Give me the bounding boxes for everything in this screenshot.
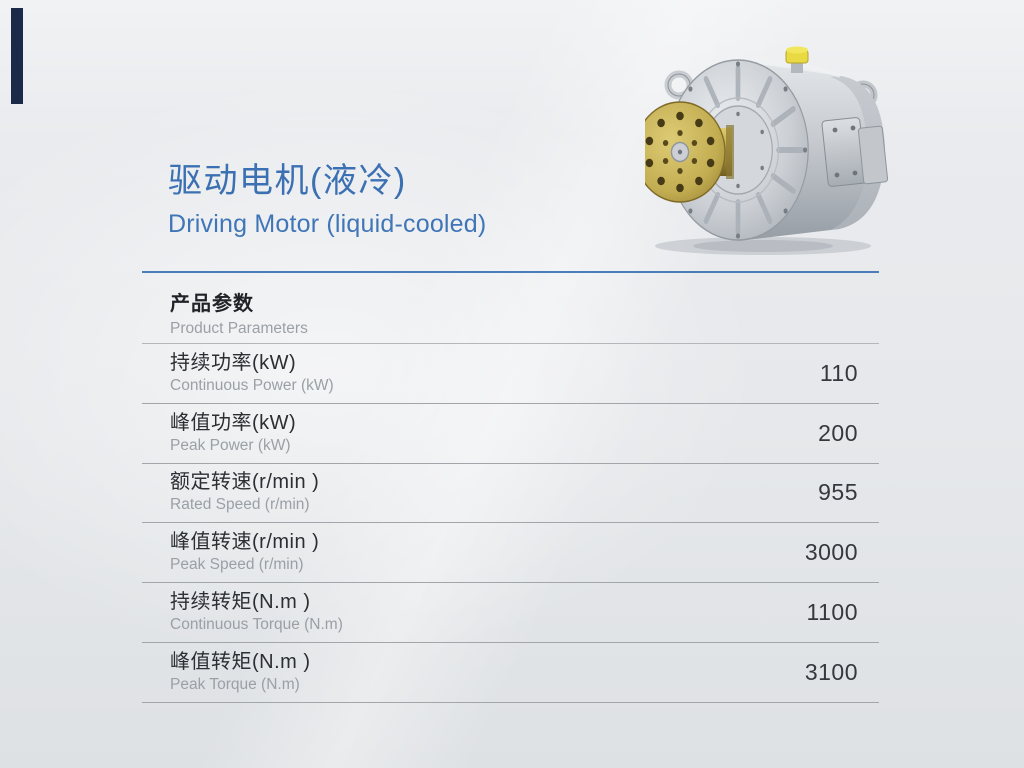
page-title-en: Driving Motor (liquid-cooled) [168, 209, 487, 238]
spec-label-zh: 峰值转速(r/min ) [170, 531, 320, 554]
spec-value: 955 [818, 479, 858, 506]
spec-label-zh: 峰值功率(kW) [170, 411, 297, 434]
spec-label-en: Rated Speed (r/min) [170, 496, 310, 514]
table-header-en: Product Parameters [170, 320, 308, 337]
spec-row: 持续转矩(N.m ) Continuous Torque (N.m) 1100 [142, 583, 879, 643]
vent-cap-icon [785, 46, 809, 73]
table-top-rule [142, 271, 879, 273]
spec-row: 额定转速(r/min ) Rated Speed (r/min) 955 [142, 464, 879, 524]
spec-label-en: Continuous Torque (N.m) [170, 616, 343, 634]
spec-label-zh: 持续转矩(N.m ) [170, 591, 311, 614]
spec-labels: 峰值功率(kW) Peak Power (kW) [170, 412, 296, 455]
page-title-zh: 驱动电机(液冷) [168, 162, 407, 200]
spec-label-en: Peak Speed (r/min) [170, 556, 304, 574]
spec-labels: 峰值转速(r/min ) Peak Speed (r/min) [170, 531, 319, 574]
mounting-pads [821, 117, 889, 187]
spec-value: 3100 [804, 658, 858, 685]
spec-row: 峰值功率(kW) Peak Power (kW) 200 [142, 404, 879, 464]
spec-label-zh: 额定转速(r/min ) [170, 471, 320, 494]
spec-value: 200 [818, 419, 858, 446]
product-photo-motor [634, 33, 897, 261]
shaft-hub-edge [726, 125, 734, 179]
spec-label-en: Peak Power (kW) [170, 436, 291, 454]
spec-labels: 额定转速(r/min ) Rated Speed (r/min) [170, 471, 319, 514]
spec-value: 110 [819, 359, 858, 386]
page-edge-accent-bar [11, 8, 23, 104]
motor-shadow-core [693, 240, 833, 252]
motor-shadow [655, 237, 871, 255]
spec-label-zh: 峰值转矩(N.m ) [170, 650, 311, 673]
spec-row: 峰值转矩(N.m ) Peak Torque (N.m) 3100 [142, 643, 879, 703]
spec-label-en: Peak Torque (N.m) [170, 675, 300, 693]
spec-value: 3000 [804, 539, 858, 566]
spec-rows: 持续功率(kW) Continuous Power (kW) 110 峰值功率(… [142, 344, 879, 703]
table-header-zh: 产品参数 [170, 293, 254, 315]
motor-illustration [634, 46, 889, 255]
spec-labels: 峰值转矩(N.m ) Peak Torque (N.m) [170, 651, 311, 694]
spec-row: 峰值转速(r/min ) Peak Speed (r/min) 3000 [142, 523, 879, 584]
spec-labels: 持续功率(kW) Continuous Power (kW) [170, 352, 334, 395]
spec-label-zh: 持续功率(kW) [170, 351, 297, 374]
spec-label-en: Continuous Power (kW) [170, 376, 334, 394]
spec-table: 产品参数 Product Parameters 持续功率(kW) Continu… [142, 271, 879, 703]
spec-row: 持续功率(kW) Continuous Power (kW) 110 [142, 344, 879, 404]
spec-value: 1100 [806, 599, 858, 626]
motor-body-endcap [830, 76, 885, 230]
table-header: 产品参数 Product Parameters [142, 273, 879, 344]
output-flange [634, 101, 726, 203]
title-block: 驱动电机(液冷) Driving Motor (liquid-cooled) [168, 160, 486, 239]
spec-labels: 持续转矩(N.m ) Continuous Torque (N.m) [170, 591, 343, 634]
